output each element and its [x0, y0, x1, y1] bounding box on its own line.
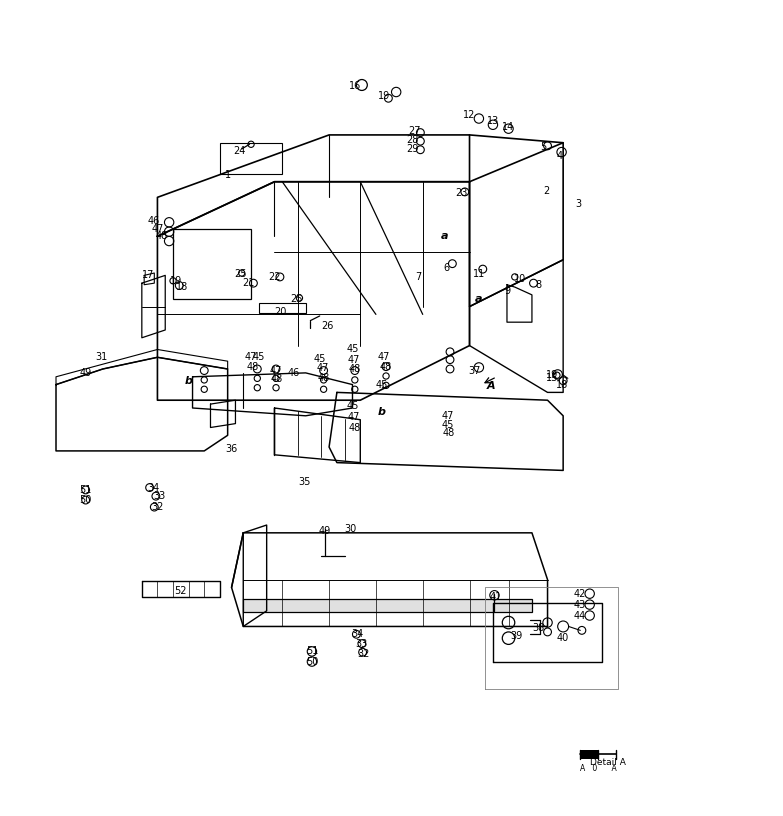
Text: 41: 41: [490, 592, 502, 602]
Text: 16: 16: [348, 81, 361, 91]
Text: 49: 49: [319, 526, 331, 536]
Text: 47: 47: [316, 363, 329, 373]
Text: a: a: [475, 294, 482, 304]
Text: 48: 48: [379, 361, 392, 371]
Text: 14: 14: [503, 122, 514, 132]
Text: 25: 25: [234, 268, 247, 279]
Text: 13: 13: [487, 116, 499, 126]
Text: 31: 31: [95, 353, 107, 362]
Text: 47: 47: [245, 353, 258, 362]
Text: 48: 48: [271, 374, 283, 384]
Text: 12: 12: [464, 110, 476, 121]
Text: 49: 49: [80, 368, 92, 378]
Text: 18: 18: [555, 379, 568, 389]
Text: 51: 51: [79, 485, 92, 495]
Text: 45: 45: [346, 344, 359, 354]
Text: 45: 45: [376, 379, 388, 389]
Text: 50: 50: [305, 657, 318, 667]
Text: 27: 27: [408, 126, 420, 136]
Text: 47: 47: [348, 412, 360, 423]
Text: 23: 23: [456, 188, 468, 197]
Text: 42: 42: [573, 588, 586, 599]
Text: 20: 20: [275, 307, 287, 317]
Text: 52: 52: [175, 587, 187, 596]
Text: 2: 2: [543, 186, 549, 196]
Text: 34: 34: [147, 482, 160, 493]
Text: 45: 45: [442, 420, 454, 430]
Text: 19: 19: [170, 276, 182, 286]
Text: 50: 50: [79, 495, 92, 505]
Text: 44: 44: [573, 610, 586, 620]
Text: 26: 26: [321, 321, 334, 331]
Text: A   0      A: A 0 A: [580, 764, 617, 773]
Text: 47: 47: [377, 353, 390, 362]
Text: 18: 18: [176, 282, 189, 292]
Text: 19: 19: [377, 91, 390, 101]
Text: 48: 48: [317, 374, 330, 384]
Text: 10: 10: [514, 274, 526, 284]
Text: 47: 47: [151, 224, 164, 233]
Text: 47: 47: [442, 410, 454, 421]
Text: 35: 35: [298, 477, 310, 487]
Text: 17: 17: [142, 270, 154, 281]
Text: 7: 7: [415, 272, 421, 282]
Text: 48: 48: [247, 362, 258, 372]
Text: 47: 47: [348, 355, 360, 365]
Text: b: b: [185, 375, 193, 386]
Text: 30: 30: [345, 524, 357, 534]
Text: 45: 45: [313, 354, 326, 364]
Text: 48: 48: [155, 232, 168, 242]
Text: 25: 25: [290, 294, 302, 304]
Text: 6: 6: [443, 263, 449, 273]
Text: 24: 24: [233, 145, 246, 156]
Text: 4: 4: [556, 151, 562, 161]
Text: 5: 5: [540, 142, 547, 152]
Polygon shape: [244, 599, 532, 613]
Text: Detail A: Detail A: [590, 758, 626, 767]
Text: 36: 36: [226, 444, 238, 454]
Text: 22: 22: [269, 272, 281, 282]
Text: 48: 48: [348, 423, 361, 432]
Text: 8: 8: [535, 280, 541, 290]
Text: 19: 19: [546, 370, 558, 380]
Text: 29: 29: [406, 144, 419, 154]
Text: 51: 51: [305, 646, 318, 656]
Text: 46: 46: [287, 368, 299, 378]
Text: 45: 45: [253, 353, 265, 362]
Text: 15: 15: [546, 374, 558, 384]
Text: 21: 21: [242, 278, 254, 288]
Text: 40: 40: [557, 633, 569, 643]
Text: b: b: [378, 407, 386, 417]
Text: A: A: [487, 381, 496, 391]
Text: 32: 32: [151, 502, 164, 512]
Text: a: a: [441, 232, 449, 242]
Text: 39: 39: [511, 631, 522, 641]
Text: 43: 43: [573, 600, 586, 610]
Text: 48: 48: [442, 428, 455, 438]
Text: 48: 48: [348, 364, 361, 374]
Text: 47: 47: [270, 366, 282, 375]
Text: 37: 37: [469, 366, 482, 375]
Text: 33: 33: [153, 491, 166, 501]
Bar: [173, 228, 251, 299]
Text: 1: 1: [225, 171, 231, 180]
Text: 38: 38: [532, 623, 544, 633]
Text: 34: 34: [351, 629, 363, 639]
Text: 33: 33: [355, 640, 368, 650]
Bar: [259, 304, 305, 313]
Text: 28: 28: [406, 135, 419, 145]
Text: 46: 46: [147, 215, 160, 226]
Bar: [220, 143, 282, 174]
Bar: [580, 750, 598, 759]
Text: 11: 11: [473, 268, 485, 279]
Text: 9: 9: [504, 286, 510, 296]
Text: 3: 3: [576, 198, 582, 209]
Text: 45: 45: [346, 401, 359, 410]
Text: 32: 32: [357, 649, 370, 659]
